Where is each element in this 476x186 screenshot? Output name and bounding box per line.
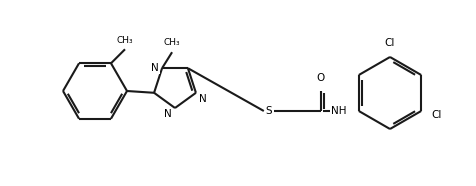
Text: N: N [199, 94, 207, 104]
Text: N: N [151, 63, 159, 73]
Text: Cl: Cl [431, 110, 442, 120]
Text: Cl: Cl [385, 38, 395, 48]
Text: S: S [266, 106, 272, 116]
Text: N: N [164, 109, 172, 119]
Text: NH: NH [331, 106, 347, 116]
Text: CH₃: CH₃ [164, 38, 180, 47]
Text: CH₃: CH₃ [117, 36, 133, 45]
Text: O: O [317, 73, 325, 83]
